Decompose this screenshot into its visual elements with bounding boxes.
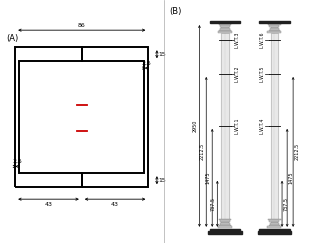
- Polygon shape: [270, 28, 279, 30]
- Polygon shape: [271, 33, 278, 219]
- Polygon shape: [220, 220, 230, 222]
- Polygon shape: [220, 223, 229, 225]
- Text: 86: 86: [78, 24, 86, 28]
- Text: 2,5: 2,5: [12, 159, 22, 164]
- Text: 2950: 2950: [193, 120, 198, 132]
- Polygon shape: [270, 220, 279, 222]
- Text: L.W.T.4: L.W.T.4: [260, 118, 265, 134]
- Text: 737.5: 737.5: [211, 197, 216, 211]
- Polygon shape: [218, 226, 232, 228]
- Polygon shape: [269, 225, 280, 226]
- Text: 737.5: 737.5: [284, 197, 289, 211]
- Polygon shape: [221, 33, 229, 219]
- Polygon shape: [259, 229, 290, 231]
- Polygon shape: [268, 24, 281, 25]
- Polygon shape: [268, 219, 281, 220]
- Text: 15: 15: [159, 178, 166, 183]
- Polygon shape: [268, 31, 281, 33]
- Polygon shape: [220, 25, 230, 27]
- Polygon shape: [269, 30, 280, 31]
- Polygon shape: [218, 31, 232, 33]
- Polygon shape: [271, 27, 278, 28]
- Text: L.W.T.2: L.W.T.2: [235, 66, 240, 82]
- Polygon shape: [220, 28, 229, 30]
- Polygon shape: [219, 30, 231, 31]
- Polygon shape: [208, 231, 242, 234]
- Text: L.W.T.1: L.W.T.1: [235, 118, 240, 134]
- Polygon shape: [270, 25, 279, 27]
- Text: 2212.5: 2212.5: [295, 143, 300, 160]
- Polygon shape: [259, 21, 290, 23]
- Polygon shape: [221, 27, 229, 28]
- Text: 15: 15: [159, 52, 166, 57]
- Text: (B): (B): [169, 7, 181, 16]
- Polygon shape: [210, 229, 240, 231]
- Polygon shape: [219, 219, 231, 220]
- Text: 43: 43: [44, 202, 52, 207]
- Polygon shape: [271, 222, 278, 223]
- Polygon shape: [270, 223, 279, 225]
- Text: L.W.T.5: L.W.T.5: [260, 66, 265, 82]
- Polygon shape: [221, 222, 229, 223]
- Text: 1475: 1475: [289, 172, 294, 184]
- Text: 43: 43: [111, 202, 119, 207]
- Text: (A): (A): [7, 34, 19, 43]
- Text: L.W.T.3: L.W.T.3: [235, 32, 240, 48]
- Polygon shape: [268, 226, 281, 228]
- Polygon shape: [219, 24, 231, 25]
- Text: 2212.5: 2212.5: [200, 143, 205, 160]
- Polygon shape: [219, 225, 231, 226]
- Text: L.W.T.6: L.W.T.6: [260, 31, 265, 48]
- Polygon shape: [210, 21, 240, 23]
- Polygon shape: [258, 231, 291, 234]
- Text: 1475: 1475: [206, 172, 211, 184]
- Text: 2,5: 2,5: [142, 61, 151, 66]
